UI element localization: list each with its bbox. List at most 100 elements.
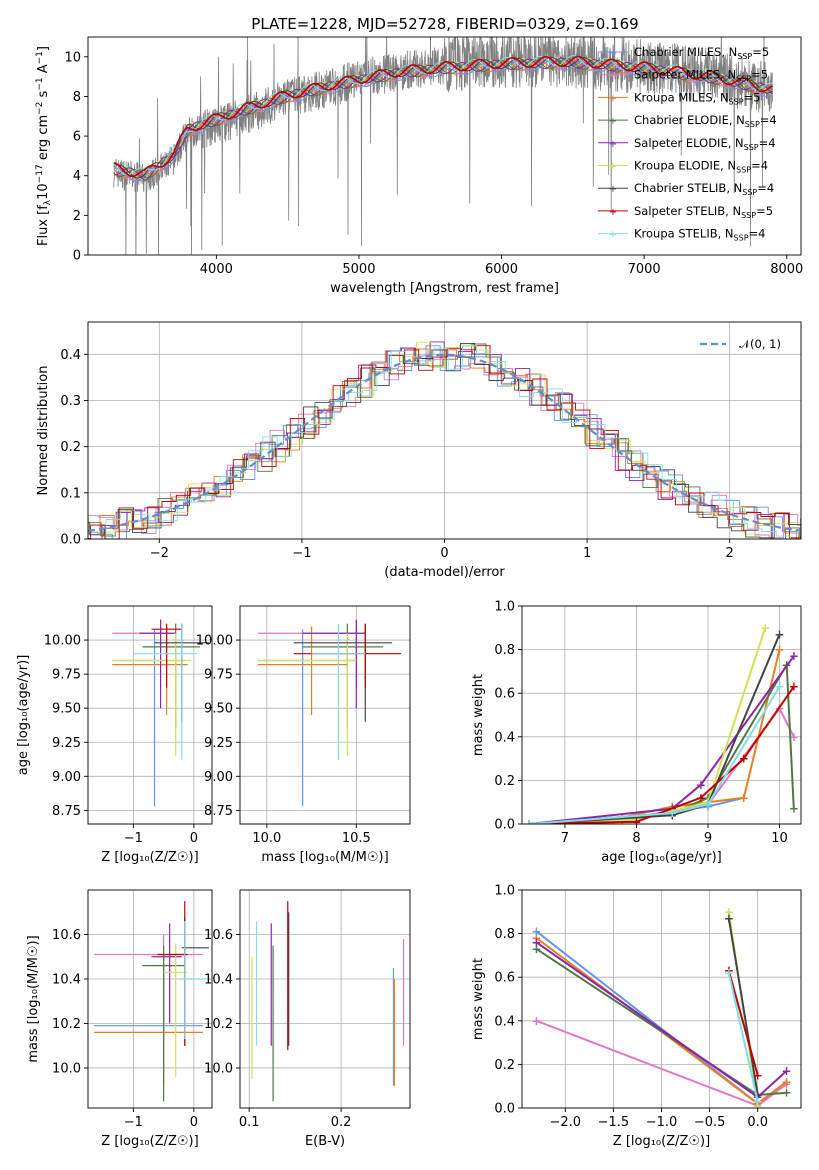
legend-value: =4 — [759, 136, 776, 150]
legend-name: Salpeter MILES, N — [634, 68, 736, 82]
plot-area-mass_vs_EBV — [251, 901, 405, 1102]
x-tick-label: −1.0 — [646, 1115, 678, 1130]
legend-marker: + — [609, 93, 617, 104]
y-tick-label: 1.0 — [494, 884, 515, 899]
legend-label: Chabrier ELODIE, NSSP=4 — [634, 113, 777, 129]
y-axis-label: age [log₁₀(age/yr)] — [16, 655, 31, 776]
y-label-part: Flux [f — [36, 205, 51, 246]
y-tick-label: 0.4 — [60, 348, 81, 363]
point-marker: + — [789, 680, 799, 694]
weight-line-kroupa-stelib — [727, 972, 759, 1102]
legend-sub: SSP — [734, 234, 749, 243]
y-tick-label: 9.75 — [52, 668, 81, 683]
y-label-part: 10 — [36, 183, 51, 200]
weight-line-kroupa-elodie — [529, 627, 767, 824]
point-marker: + — [753, 1099, 763, 1113]
point-marker: + — [789, 802, 799, 816]
x-tick-label: −2 — [150, 546, 169, 561]
plot-area-spectrum — [113, 37, 773, 255]
x-tick-label: −1 — [124, 831, 143, 846]
point-marker: + — [696, 778, 706, 792]
y-tick-label: 8.75 — [52, 804, 81, 819]
y-tick-label: 0.1 — [60, 486, 81, 501]
y-label-part: s — [36, 90, 51, 101]
histogram-kroupa-miles — [88, 348, 801, 539]
histogram-kroupa-stelib — [88, 345, 801, 539]
y-tick-label: 10.4 — [204, 972, 233, 987]
axes-frame — [87, 36, 802, 256]
legend-label: Chabrier STELIB, NSSP=4 — [634, 181, 774, 197]
y-label-part: erg cm — [36, 115, 51, 164]
y-tick-label: 1.0 — [494, 600, 515, 615]
point-marker: + — [753, 1094, 763, 1108]
legend-name: Chabrier STELIB, N — [634, 181, 742, 195]
x-tick-label: 10.0 — [252, 831, 281, 846]
axes-frame — [239, 605, 411, 825]
frame-massweight_vs_age: 7 8 9 10 0.0 0.2 0.4 0.6 0.8 1.0 age [log₁₀(age/yr… — [471, 600, 802, 865]
y-tick-label: 0.6 — [494, 687, 515, 702]
x-tick-label: −1 — [292, 546, 311, 561]
y-tick-label: 10.00 — [196, 634, 233, 649]
legend-value: =4 — [751, 159, 768, 173]
y-label-part: −2 — [35, 102, 45, 115]
legend-sub: SSP — [737, 52, 752, 61]
point-marker: + — [524, 817, 534, 831]
axes-mass_vs_Z — [88, 890, 212, 1108]
x-tick-label: 5000 — [342, 262, 375, 277]
x-tick-label: 1 — [583, 546, 591, 561]
plot-area-age_vs_mass — [257, 619, 402, 807]
weight-line-salpeter-miles — [529, 706, 795, 824]
point-marker: + — [789, 649, 799, 663]
frame-mass_vs_EBV: 0.1 0.2 10.0 10.2 10.4 10.6 E(B-V) — [204, 889, 411, 1149]
weight-lines: +++++++++++ ++++++++++++ — [531, 905, 791, 1113]
y-tick-label: 10.0 — [204, 1061, 233, 1076]
axes-massweight_vs_Z: +++++++++++ ++++++++++++ — [522, 889, 801, 1113]
errorbars — [94, 901, 212, 1102]
y-tick-label: 0.2 — [494, 1058, 515, 1073]
y-tick-label: 0 — [73, 249, 81, 264]
point-marker: + — [775, 627, 785, 641]
y-label-part: λ — [43, 199, 53, 205]
legend-marker: + — [609, 116, 617, 127]
legend-sub: SSP — [742, 188, 757, 197]
x-axis-label: Z [log₁₀(Z/Z☉)] — [101, 1134, 198, 1149]
legend-value: =5 — [744, 90, 761, 104]
model-line-kroupa-elodie — [113, 57, 773, 181]
y-tick-label: 10.6 — [52, 928, 81, 943]
model-line-chabrier-elodie — [113, 58, 773, 179]
x-axis-label: age [log₁₀(age/yr)] — [601, 850, 722, 865]
legend-value: =4 — [757, 181, 774, 195]
legend-label: Salpeter MILES, NSSP=5 — [634, 68, 768, 84]
y-tick-label: 0.2 — [60, 440, 81, 455]
legend-label: Salpeter ELODIE, NSSP=4 — [634, 136, 776, 152]
histogram-chabrier-stelib — [88, 342, 801, 539]
point-marker: + — [724, 905, 734, 919]
legend-label: Kroupa ELODIE, NSSP=4 — [634, 159, 768, 175]
point-marker: + — [703, 800, 713, 814]
point-marker: + — [524, 817, 534, 831]
point-marker: + — [531, 931, 541, 945]
y-tick-label: 10 — [64, 50, 81, 65]
y-axis-label: mass [log₁₀(M/M☉)] — [26, 935, 41, 1062]
legend-marker: + — [609, 184, 617, 195]
point-marker: + — [753, 1088, 763, 1102]
y-tick-label: 10.0 — [52, 1061, 81, 1076]
x-tick-label: 10.5 — [342, 831, 371, 846]
histogram-salpeter-stelib — [88, 345, 801, 539]
spectrum-legend: + Chabrier MILES, NSSP=5+ Salpeter MILES, … — [598, 45, 777, 243]
legend-marker: + — [609, 48, 617, 59]
y-axis-label: Flux [fλ10−17 erg cm−2 s−1 A−1] — [35, 46, 53, 246]
legend-marker: + — [609, 162, 617, 173]
y-tick-label: 9.50 — [52, 702, 81, 717]
y-axis-label: mass weight — [471, 958, 486, 1040]
x-tick-label: 0 — [190, 831, 198, 846]
point-marker: + — [753, 1088, 763, 1102]
y-tick-label: 10.00 — [44, 634, 81, 649]
legend-marker: + — [609, 71, 617, 82]
y-tick-label: 10.4 — [52, 972, 81, 987]
point-marker: + — [696, 791, 706, 805]
legend-value: =5 — [752, 45, 769, 59]
weight-lines: + ++ +++ ++ ++++ ++ + ++++++++++++ ++++++++ +++++… — [524, 621, 799, 831]
point-marker: + — [739, 791, 749, 805]
